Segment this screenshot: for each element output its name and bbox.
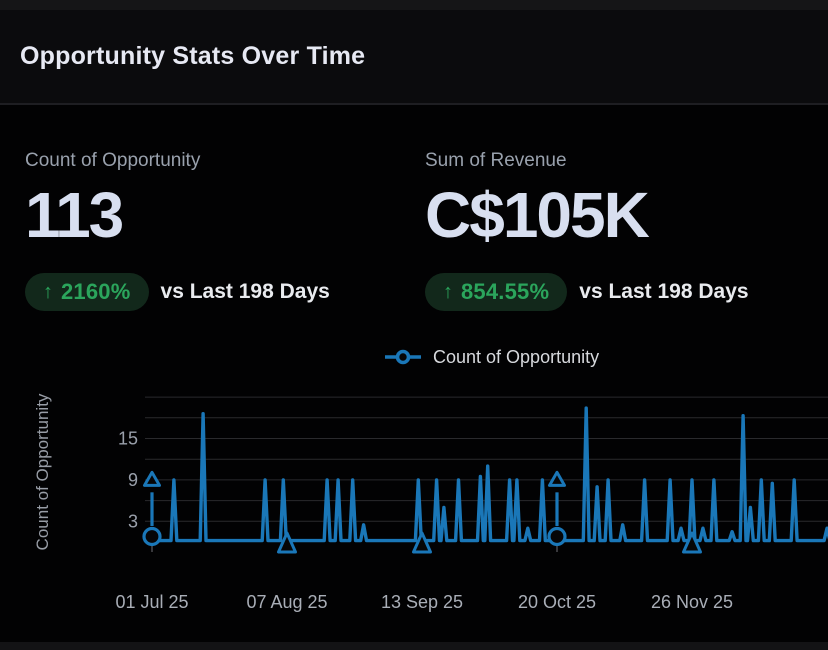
page-title: Opportunity Stats Over Time [20, 42, 366, 70]
x-tick-label: 13 Sep 25 [381, 592, 463, 612]
bottom-edge-strip [0, 642, 828, 650]
y-tick-label: 15 [118, 429, 138, 449]
kpi-count-of-opportunity: Count of Opportunity 113 ↑ 2160% vs Last… [25, 150, 330, 311]
chart-canvas: 3 9 15 01 Jul 25 07 Aug 25 13 Sep 25 20 Oct 25… [115, 396, 828, 612]
annotation-arrow-head [143, 470, 161, 487]
delta-badge: ↑ 854.55% [425, 273, 568, 311]
up-arrow-icon: ↑ [43, 281, 53, 303]
comparison-text: vs Last 198 Days [160, 280, 330, 303]
kpi-label: Sum of Revenue [425, 150, 567, 171]
delta-value: 2160% [61, 279, 131, 304]
legend-line-marker-icon [385, 349, 421, 365]
x-tick-label: 07 Aug 25 [246, 592, 327, 612]
chart-legend-item[interactable]: Count of Opportunity [385, 344, 599, 370]
top-edge-strip [0, 0, 828, 10]
y-tick-label: 3 [128, 511, 138, 531]
comparison-text: vs Last 198 Days [579, 280, 749, 303]
x-tick-label: 01 Jul 25 [115, 592, 188, 612]
delta-value: 854.55% [461, 279, 550, 304]
annotation-open-triangle [411, 531, 432, 554]
widget-header: Opportunity Stats Over Time [0, 10, 828, 105]
series-line [143, 406, 828, 543]
annotation-arrow-head [547, 470, 566, 487]
line-chart: 3 9 15 01 Jul 25 07 Aug 25 13 Sep 25 20 Oct 25… [0, 380, 828, 642]
delta-badge: ↑ 2160% [25, 273, 149, 311]
kpi-label: Count of Opportunity [25, 150, 201, 171]
annotation-open-triangle [681, 531, 702, 554]
kpi-value: 113 [25, 179, 124, 251]
x-tick-label: 20 Oct 25 [518, 592, 596, 612]
kpi-delta-row: ↑ 854.55% vs Last 198 Days [425, 273, 749, 311]
legend-label: Count of Opportunity [433, 346, 600, 367]
y-tick-label: 9 [128, 470, 138, 490]
kpi-sum-of-revenue: Sum of Revenue C$105K ↑ 854.55% vs Last … [425, 150, 749, 311]
annotation-open-circle [547, 526, 567, 547]
annotation-open-circle [142, 526, 162, 547]
x-tick-label: 26 Nov 25 [651, 592, 733, 612]
up-arrow-icon: ↑ [443, 281, 453, 303]
kpi-value: C$105K [425, 179, 650, 251]
annotation-open-triangle [276, 531, 297, 554]
kpi-delta-row: ↑ 2160% vs Last 198 Days [25, 273, 330, 311]
